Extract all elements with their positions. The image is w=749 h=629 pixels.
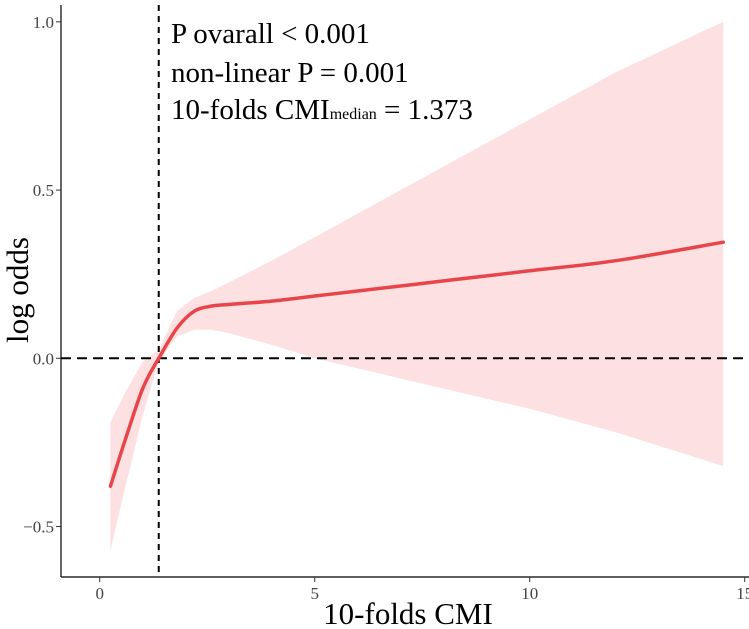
y-axis-title: log odds	[0, 237, 35, 343]
y-tick-label: 0.0	[33, 349, 54, 368]
y-tick-label: 0.5	[33, 181, 54, 200]
x-tick-label: 0	[95, 584, 104, 603]
confidence-band-layer	[110, 21, 724, 551]
annotation-cmi-tail: = 1.373	[377, 94, 473, 126]
x-axis-title: 10-folds CMI	[323, 596, 493, 629]
annotation-cmi-median: 10-folds CMImedian = 1.373	[171, 94, 473, 126]
y-tick-label: 1.0	[33, 13, 54, 32]
x-tick-label: 15	[736, 584, 749, 603]
series-line-0	[108, 240, 725, 488]
annotation-cmi-subscript: median	[330, 106, 377, 123]
x-tick-label: 10	[521, 584, 538, 603]
axes: −0.5 0.0 0.5 1.0 0 5 10 15	[23, 5, 749, 603]
y-tick-label: −0.5	[23, 518, 54, 537]
reference-lines-layer	[61, 5, 749, 577]
annotation-cmi-main: 10-folds CMI	[171, 94, 330, 126]
series-line-layer	[108, 240, 725, 488]
annotation-nonlinear-p: non-linear P = 0.001	[171, 57, 409, 89]
confidence-band-0	[110, 21, 724, 551]
x-tick-label: 5	[310, 584, 319, 603]
annotation-p-overall: P ovarall < 0.001	[171, 18, 370, 50]
